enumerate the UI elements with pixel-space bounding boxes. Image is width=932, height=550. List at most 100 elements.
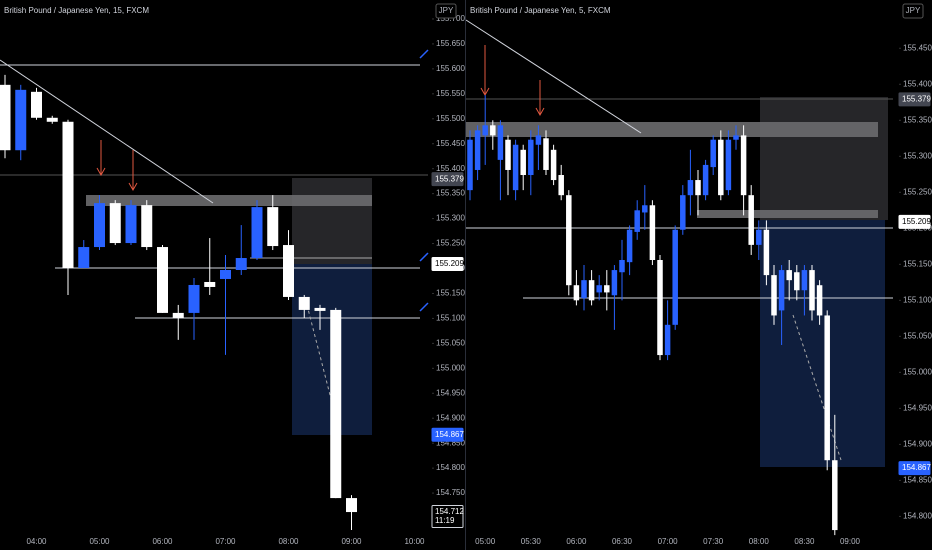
candle-body [748, 195, 754, 245]
candle-body [15, 89, 27, 151]
candles [0, 74, 838, 536]
x-tick-label: 07:00 [215, 537, 236, 546]
y-tick-label: 154.950 [436, 388, 465, 397]
candle-body [619, 259, 625, 273]
price-tag [898, 214, 931, 229]
y-tick-label: 155.300 [903, 151, 932, 160]
x-tick-label: 07:00 [658, 537, 679, 546]
candle-body [220, 269, 231, 279]
candle-body [680, 195, 686, 230]
y-tick-label: 154.950 [903, 403, 932, 412]
candle-body [520, 149, 526, 176]
candle-body [573, 285, 580, 301]
currency-box[interactable] [902, 3, 924, 19]
candle-body [596, 285, 602, 293]
candle-body [204, 281, 216, 287]
price-tag-label: 154.712 [435, 507, 464, 516]
x-tick-label: 09:00 [341, 537, 362, 546]
price-tag [898, 92, 931, 107]
candle-body [188, 284, 200, 313]
y-tick-label: 154.800 [903, 512, 932, 521]
candle-body [824, 315, 830, 461]
x-tick-label: 06:30 [612, 537, 633, 546]
candle-body [611, 270, 618, 296]
zone [86, 195, 372, 206]
y-tick-label: 155.250 [436, 239, 465, 248]
candle-body [604, 285, 610, 293]
price-tag [431, 427, 464, 442]
y-tick-label: 155.350 [903, 115, 932, 124]
candle-body [474, 130, 481, 170]
currency-box[interactable] [435, 3, 457, 19]
x-tick-label: 05:00 [89, 537, 110, 546]
y-tick-label: 155.050 [436, 338, 465, 347]
candle-body [832, 460, 838, 531]
candle-body [109, 203, 121, 244]
axis-bg [894, 0, 932, 550]
y-tick-label: 155.000 [436, 363, 465, 372]
x-tick-label: 09:00 [840, 537, 861, 546]
candle-body [626, 229, 633, 263]
candle-body [141, 205, 153, 248]
candle-body [778, 270, 785, 311]
candle-body [725, 139, 732, 191]
candle-body [330, 309, 342, 499]
target-box [760, 220, 885, 467]
arrow [128, 150, 138, 192]
candle-body [78, 247, 90, 269]
y-tick-label: 154.900 [436, 413, 465, 422]
y-tick-label: 154.900 [903, 439, 932, 448]
y-tick-label: 155.550 [436, 89, 465, 98]
candle-body [314, 307, 326, 311]
x-tick-label: 06:00 [566, 537, 587, 546]
y-tick-label: 155.100 [903, 295, 932, 304]
y-tick-label: 155.300 [436, 214, 465, 223]
candle-body [251, 207, 263, 259]
candle-body [588, 280, 595, 301]
candle-body [298, 296, 310, 310]
y-tick-label: 154.750 [436, 488, 465, 497]
candle-body [672, 229, 678, 325]
candle-body [710, 139, 716, 168]
y-tick-label: 155.500 [436, 114, 465, 123]
candle-body [794, 272, 800, 291]
candle-body [267, 207, 279, 247]
candle-body [771, 275, 777, 316]
y-tick-label: 154.800 [436, 463, 465, 472]
x-tick-label: 10:00 [404, 537, 425, 546]
arrow [96, 140, 106, 177]
price-tag [898, 461, 931, 476]
y-tick-label: 155.250 [903, 187, 932, 196]
candle-body [157, 247, 168, 313]
candle-body [649, 205, 656, 260]
price-tag-label: 155.379 [902, 94, 931, 103]
y-tick-label: 155.700 [436, 14, 465, 23]
y-tick-label: 155.400 [903, 79, 932, 88]
drawings [0, 0, 893, 550]
price-tag-label: 155.209 [902, 217, 931, 226]
x-tick-label: 05:30 [521, 537, 542, 546]
candle-body [664, 324, 671, 356]
price-tag-label: 154.867 [902, 463, 931, 472]
x-tick-label: 04:00 [26, 537, 47, 546]
zone [697, 210, 878, 218]
candle-body [283, 245, 294, 297]
handle [419, 49, 429, 312]
x-tick-label: 07:30 [703, 537, 724, 546]
y-tick-label: 155.600 [436, 64, 465, 73]
candle-body [558, 175, 564, 196]
candle-body [657, 259, 663, 356]
currency[interactable]: JPY [906, 6, 921, 15]
candle-body [756, 229, 762, 245]
candle-body [550, 149, 557, 181]
candle-body [695, 180, 701, 196]
currency[interactable]: JPY [439, 6, 454, 15]
arrow [535, 80, 545, 117]
axis-bg [429, 0, 465, 550]
x-tick-label: 08:00 [749, 537, 770, 546]
candle-body [235, 258, 247, 270]
zone [466, 122, 878, 137]
candle-body [535, 135, 542, 145]
y-tick-label: 155.100 [436, 314, 465, 323]
